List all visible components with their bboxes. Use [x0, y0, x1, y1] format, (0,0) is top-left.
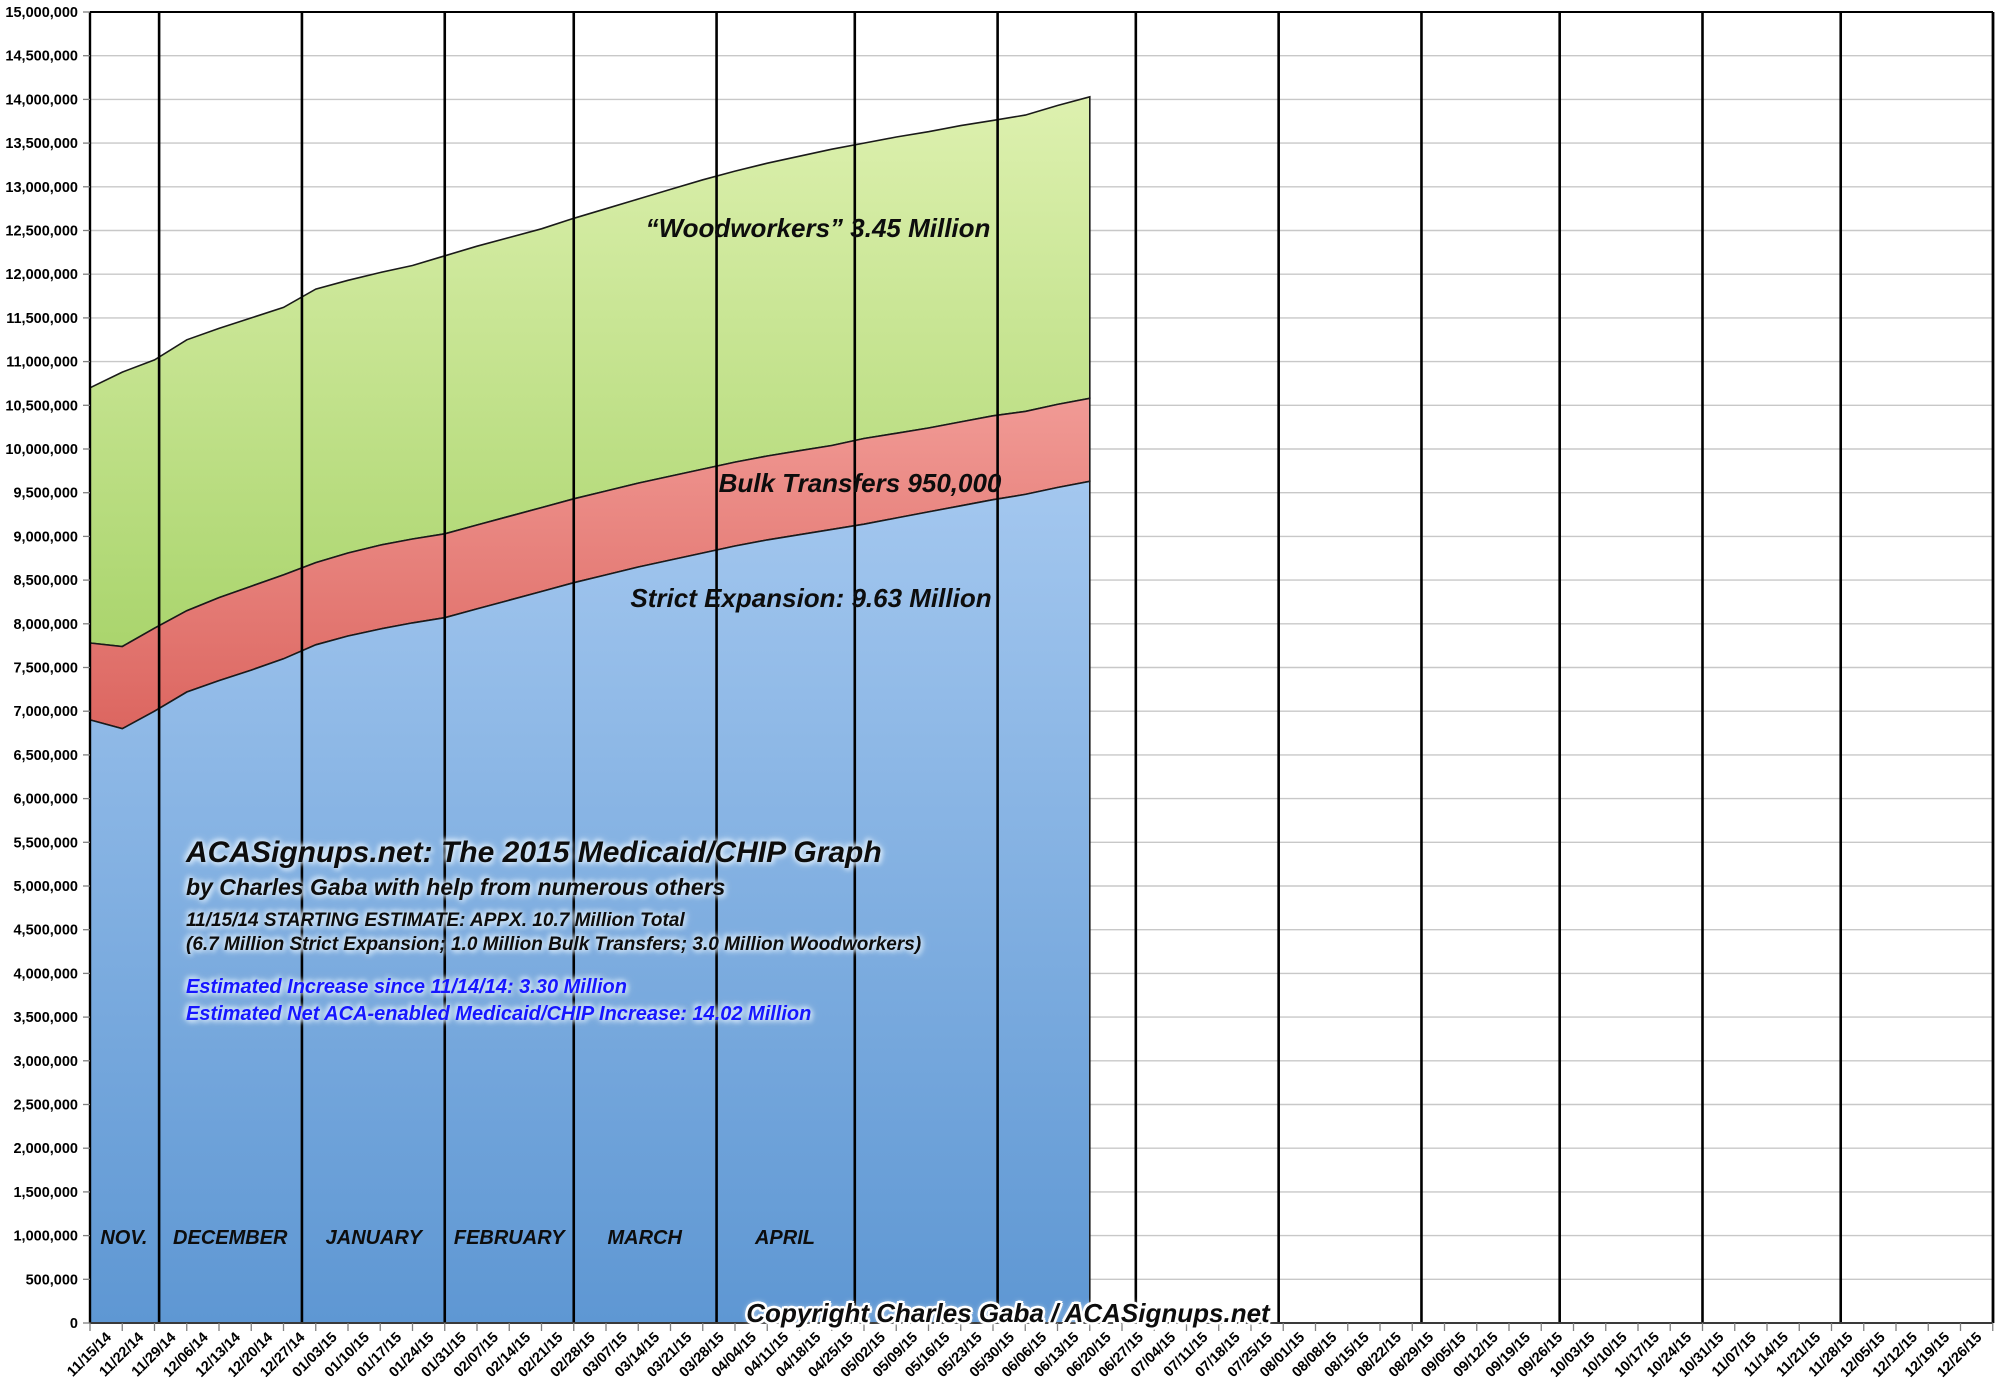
- month-divider-lines: [157, 12, 1843, 1323]
- y-axis-label: 5,500,000: [13, 835, 78, 851]
- y-axis-label: 1,500,000: [13, 1185, 78, 1201]
- y-axis-label: 9,500,000: [13, 486, 78, 502]
- y-axis-label: 500,000: [26, 1272, 78, 1288]
- y-axis-label: 10,500,000: [5, 398, 78, 414]
- bulk-transfers-area-label: Bulk Transfers 950,000: [718, 468, 1002, 498]
- copyright-watermark: Copyright Charles Gaba / ACASignups.net: [746, 1298, 1270, 1328]
- y-axis-label: 11,000,000: [6, 355, 78, 371]
- month-label: DECEMBER: [173, 1227, 288, 1249]
- y-axis-label: 4,000,000: [13, 966, 78, 982]
- month-label: APRIL: [754, 1227, 815, 1249]
- y-axis-label: 1,000,000: [13, 1229, 78, 1245]
- y-axis-label: 9,000,000: [13, 529, 78, 545]
- y-axis-label: 2,500,000: [13, 1098, 78, 1114]
- y-axis-label: 12,500,000: [5, 224, 78, 240]
- y-axis-label: 7,500,000: [13, 661, 78, 677]
- y-axis-label: 11,500,000: [6, 311, 78, 327]
- woodworkers-area-label: “Woodworkers” 3.45 Million: [645, 213, 991, 243]
- x-axis-labels: 11/15/1411/22/1411/29/1412/06/1412/13/14…: [64, 1330, 1985, 1381]
- y-axis-label: 13,000,000: [5, 180, 78, 196]
- y-axis-label: 8,500,000: [13, 573, 78, 589]
- y-axis-labels: 0 500,000 1,000,000 1,500,000 2,000,000 2,500…: [5, 5, 78, 1332]
- y-axis-label: 2,000,000: [13, 1141, 78, 1157]
- y-axis-label: 15,000,000: [5, 5, 78, 21]
- y-axis-label: 14,500,000: [5, 49, 78, 65]
- y-axis-label: 3,500,000: [13, 1010, 78, 1026]
- month-label: FEBRUARY: [454, 1227, 566, 1249]
- y-axis-label: 10,000,000: [5, 442, 78, 458]
- month-label: JANUARY: [326, 1227, 424, 1249]
- stacked-areas: [89, 95, 1091, 1324]
- y-axis-label: 12,000,000: [5, 267, 78, 283]
- chart-title: ACASignups.net: The 2015 Medicaid/CHIP G…: [186, 836, 882, 869]
- starting-estimate-line2: (6.7 Million Strict Expansion; 1.0 Milli…: [186, 934, 922, 955]
- y-axis-label: 7,000,000: [13, 704, 78, 720]
- strict-expansion-area: [89, 480, 1091, 1324]
- y-axis-label: 4,500,000: [13, 923, 78, 939]
- y-axis-label: 5,000,000: [13, 879, 78, 895]
- y-axis-label: 0: [70, 1316, 78, 1332]
- month-name-labels: NOV. DECEMBER JANUARY FEBRUARY MARCH APRIL: [100, 1227, 815, 1249]
- month-label: NOV.: [100, 1227, 147, 1249]
- strict-expansion-area-label: Strict Expansion: 9.63 Million: [630, 583, 992, 613]
- y-axis-label: 6,500,000: [13, 748, 78, 764]
- month-label: MARCH: [607, 1227, 682, 1249]
- axis-ticks: [83, 11, 1994, 1331]
- estimated-net-increase-line: Estimated Net ACA-enabled Medicaid/CHIP …: [186, 1003, 812, 1025]
- y-axis-label: 3,000,000: [13, 1054, 78, 1070]
- y-axis-label: 8,000,000: [13, 617, 78, 633]
- starting-estimate-line1: 11/15/14 STARTING ESTIMATE: APPX. 10.7 M…: [186, 910, 685, 931]
- y-axis-label: 14,000,000: [5, 92, 78, 108]
- y-axis-label: 13,500,000: [5, 136, 78, 152]
- y-axis-label: 6,000,000: [13, 792, 78, 808]
- estimated-increase-line: Estimated Increase since 11/14/14: 3.30 …: [186, 976, 627, 998]
- chart-subtitle: by Charles Gaba with help from numerous …: [186, 874, 726, 900]
